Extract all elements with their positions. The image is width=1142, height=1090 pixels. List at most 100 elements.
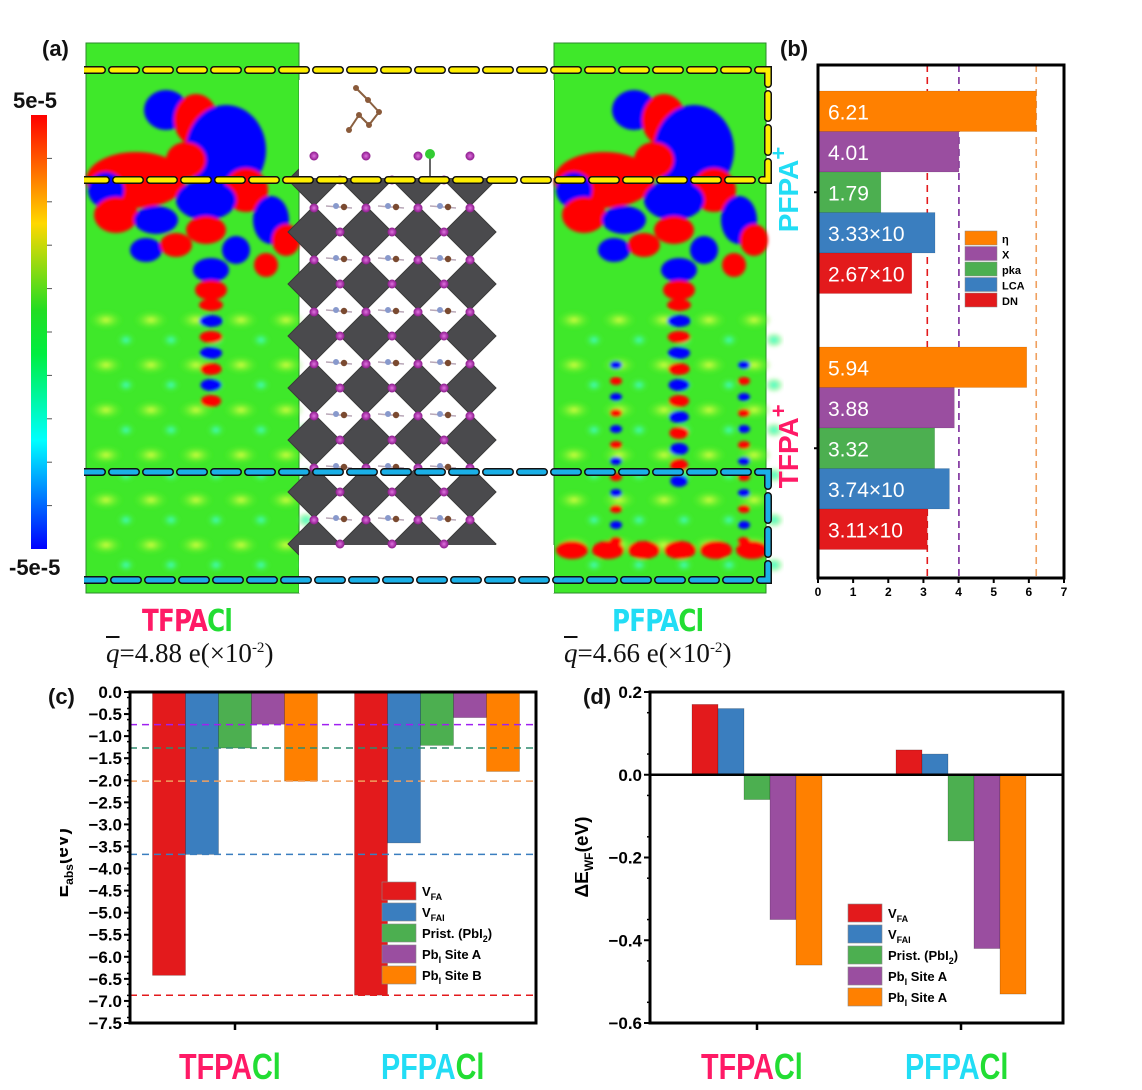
carbon-atom xyxy=(444,359,452,367)
x-tick-label: 5 xyxy=(990,585,997,599)
bar-PFPACl-4 xyxy=(486,691,520,772)
negative-charge-region xyxy=(610,361,622,369)
legend-label-suffix: Site B xyxy=(441,968,481,983)
weak-charge-region xyxy=(674,512,694,528)
pbi6-octahedron xyxy=(443,361,497,415)
weak-charge-region xyxy=(719,422,739,438)
legend-swatch xyxy=(964,246,998,261)
category-molecule: TFPA xyxy=(179,1046,252,1087)
iodine-atom xyxy=(309,307,319,317)
category-label-TFPACl: TFPACl xyxy=(701,1046,803,1087)
y-tick-label: −0.5 xyxy=(88,705,122,724)
nitrogen-atom xyxy=(385,255,391,261)
carbon-atom xyxy=(444,463,452,471)
weak-charge-region xyxy=(88,400,124,420)
positive-charge-region xyxy=(200,395,222,407)
positive-charge-region xyxy=(722,253,746,277)
iodine-atom xyxy=(439,435,449,445)
carbon-atom xyxy=(392,515,400,523)
weak-charge-region xyxy=(268,310,304,330)
legend-label-sub: FAI xyxy=(431,913,445,923)
weak-charge-region xyxy=(223,310,259,330)
weak-charge-region xyxy=(556,490,592,510)
bar-TFPACl-2 xyxy=(218,691,252,749)
positive-charge-region xyxy=(160,233,192,257)
bar-PFPACl-2 xyxy=(420,691,454,746)
weak-charge-region xyxy=(268,400,304,420)
bar-value-label: 2.67×10 xyxy=(828,263,905,286)
category-halide: Cl xyxy=(252,1046,281,1087)
weak-charge-region xyxy=(601,310,637,330)
colorbar-max-label: 5e-5 xyxy=(13,88,58,113)
carbon-atom xyxy=(392,411,400,419)
y-tick-label: −4.0 xyxy=(88,860,122,879)
legend-label: VFA xyxy=(888,906,909,924)
colorbar-min-label: -5e-5 xyxy=(9,555,61,580)
y-tick-label: −7.0 xyxy=(88,992,122,1011)
weak-charge-region xyxy=(584,422,604,438)
fa-cation-bond xyxy=(377,413,405,417)
fa-cation-bond xyxy=(325,413,353,417)
fa-cation-bond xyxy=(325,361,353,365)
legend-label-sub: I xyxy=(439,976,442,986)
pbi6-octahedron xyxy=(339,361,393,415)
y-axis-label: Eabs(eV) xyxy=(60,828,76,897)
colorbar-ticks xyxy=(47,157,52,507)
iodine-atom xyxy=(309,151,319,161)
y-axis-label-sub: abs xyxy=(62,864,76,885)
nitrogen-atom xyxy=(437,411,443,417)
negative-charge-region xyxy=(134,206,178,234)
weak-charge-region xyxy=(178,445,214,465)
iodine-atom xyxy=(361,203,371,213)
positive-charge-region xyxy=(668,395,690,407)
weak-charge-region xyxy=(584,557,604,573)
y-axis-label-unit: (eV) xyxy=(60,828,73,864)
bar-value-label: 3.33×10 xyxy=(828,223,905,246)
negative-charge-region xyxy=(667,315,691,327)
molecule-atom xyxy=(365,97,371,103)
iodine-atom xyxy=(335,539,345,549)
carbon-atom xyxy=(392,359,400,367)
weak-charge-region xyxy=(629,377,649,393)
y-tick-label: −0.2 xyxy=(608,849,642,868)
y-tick-label: −1.0 xyxy=(88,727,122,746)
iodine-atom xyxy=(413,515,423,525)
negative-charge-region xyxy=(193,258,229,282)
fa-cation-bond xyxy=(325,205,353,209)
legend-label: PbI Site B xyxy=(422,968,482,986)
molecule-bond xyxy=(348,114,360,131)
weak-charge-region xyxy=(251,422,271,438)
negative-charge-region xyxy=(176,180,236,220)
category-halide: Cl xyxy=(980,1046,1009,1087)
chart-b: 6.21 4.01 1.79 3.33×10 2.67×10 PFPA+ 5.94 3.88 3… xyxy=(766,63,1068,599)
panel-c-label: (c) xyxy=(48,684,75,709)
weak-charge-region xyxy=(88,445,124,465)
legend-swatch xyxy=(847,924,883,944)
positive-charge-region xyxy=(199,331,223,343)
weak-charge-region xyxy=(764,422,784,438)
carbon-atom xyxy=(444,255,452,263)
positive-charge-region xyxy=(738,441,750,449)
bar-TFPACl-1 xyxy=(185,691,219,855)
nitrogen-atom xyxy=(385,463,391,469)
y-tick-label: −3.5 xyxy=(88,837,122,856)
weak-charge-region xyxy=(251,377,271,393)
legend-swatch xyxy=(381,923,417,943)
nitrogen-atom xyxy=(333,411,339,417)
carbon-atom xyxy=(340,359,348,367)
weak-charge-region xyxy=(88,490,124,510)
surface-highlight-box xyxy=(84,66,772,184)
fa-cation-bond xyxy=(325,257,353,261)
iodine-atom xyxy=(361,515,371,525)
legend-label: PbI Site A xyxy=(422,947,482,965)
weak-charge-region xyxy=(223,400,259,420)
weak-charge-region xyxy=(223,490,259,510)
weak-charge-region xyxy=(601,490,637,510)
fa-cation-bond xyxy=(377,517,405,521)
molecule-atom xyxy=(353,85,359,91)
weak-charge-region xyxy=(268,355,304,375)
iodine-atom xyxy=(413,255,423,265)
nitrogen-atom xyxy=(333,255,339,261)
iodine-atom xyxy=(465,515,475,525)
weak-charge-region xyxy=(736,355,772,375)
